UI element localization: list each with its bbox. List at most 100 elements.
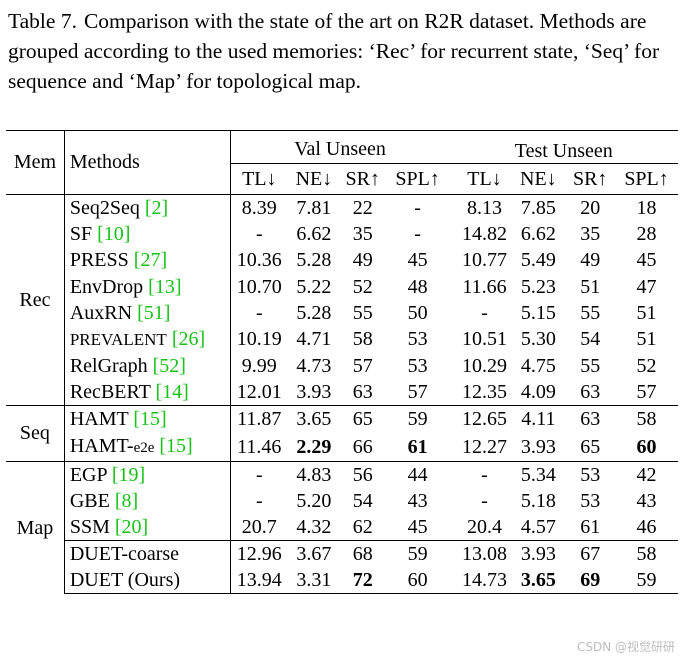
citation-link[interactable]: [27] [133,249,168,272]
citation-link[interactable]: [26] [171,327,206,350]
table-row: PRESS [27] 10.36 5.28 49 45 10.77 5.49 49 45 [6,247,678,274]
results-table: Mem Methods Val Unseen Test Unseen TL↓ N… [6,130,678,595]
metric-value: 54 [352,489,373,512]
method-name: EGP [19] [64,460,231,488]
metric-value: - [449,460,512,488]
citation-link[interactable]: [51] [137,301,171,324]
metric-value: 10.70 [236,275,282,298]
table-row: RelGraph [52] 9.99 4.73 57 53 10.29 4.75 55 52 [6,352,678,380]
table-row: HAMT-e2e [15] 11.46 2.29 66 61 12.27 3.93 65 60 [6,432,678,461]
table-row: RecBERT [14] 12.01 3.93 63 57 12.35 4.09 63 57 [6,379,678,406]
metric-value: 4.57 [520,515,556,538]
metric-value: 67 [565,540,616,568]
metric-value: 51 [636,328,657,351]
metric-value: 20.4 [466,515,502,538]
citation-link[interactable]: [13] [148,275,182,298]
metric-value: 9.99 [241,355,277,378]
citation-link[interactable]: [15] [133,408,167,431]
metric-value: 55 [580,301,601,324]
metric-value: 12.01 [236,381,282,404]
method-name: HAMT-e2e [15] [64,432,231,461]
metric-value: 10.36 [236,249,282,272]
metric-value: 66 [352,435,373,458]
metric-value: 52 [352,275,373,298]
metric-value: - [481,301,488,324]
metric-value: 3.65 [287,405,340,433]
metric-value: 45 [636,249,657,272]
citation-link[interactable]: [52] [152,355,186,378]
metric-value: 61 [580,515,601,538]
header-test-unseen: Test Unseen [449,130,678,164]
citation-link[interactable]: [15] [159,434,193,457]
metric-value: 8.39 [230,194,288,222]
metric-value: 10.19 [236,328,282,351]
metric-value: 4.75 [520,355,556,378]
metric-value: 51 [580,275,601,298]
metric-value: 51 [636,301,657,324]
metric-value: 48 [407,275,428,298]
header-metric: NE↓ [287,163,340,195]
metric-value: 53 [407,328,428,351]
citation-link[interactable]: [8] [114,489,139,512]
metric-value: 57 [407,381,428,404]
header-metric: TL↓ [230,163,288,195]
metric-value: 53 [565,460,616,488]
metric-value: 62 [352,515,373,538]
metric-value: 60 [636,435,657,458]
metric-value: 4.83 [287,460,340,488]
metric-value: 4.73 [296,355,332,378]
metric-value: 22 [339,194,386,222]
header-metric: SPL↑ [615,163,678,195]
citation-link[interactable]: [10] [97,223,131,246]
method-name: GBE [8] [64,487,231,514]
metric-value: 3.93 [511,540,566,568]
mem-group-label: Seq [6,405,65,461]
metric-value: 13.94 [230,567,288,595]
method-name: RecBERT [14] [64,379,231,406]
metric-value: 46 [636,515,657,538]
citation-link[interactable]: [2] [144,197,169,220]
metric-value: 65 [580,435,601,458]
metric-value: 72 [339,567,386,595]
metric-value: 12.35 [461,381,507,404]
metric-value: 7.81 [287,194,340,222]
metric-value: 5.28 [296,301,332,324]
header-metric: SR↑ [339,163,386,195]
table-row: SF [10] - 6.62 35 - 14.82 6.62 35 28 [6,221,678,248]
metric-value: 20.7 [241,515,277,538]
metric-value: - [481,489,488,512]
table-row: SSM [20] 20.7 4.32 62 45 20.4 4.57 61 46 [6,513,678,541]
metric-value: 49 [580,249,601,272]
metric-value: 6.62 [520,223,556,246]
metric-value: 53 [407,355,428,378]
metric-value: 14.73 [449,567,512,595]
metric-value: 35 [352,223,373,246]
caption-text: Comparison with the state of the art on … [8,9,660,93]
metric-value: 4.09 [520,381,556,404]
metric-value: 5.34 [511,460,566,488]
citation-link[interactable]: [19] [111,463,146,486]
metric-value: 5.18 [520,489,556,512]
metric-value: 58 [615,540,678,568]
metric-value: 3.93 [296,381,332,404]
metric-value: 12.65 [449,405,512,433]
metric-value: 49 [352,249,373,272]
metric-value: 50 [407,301,428,324]
metric-value: 10.77 [461,249,507,272]
citation-link[interactable]: [14] [155,381,189,404]
table-row: DUET (Ours) 13.94 3.31 72 60 14.73 3.65 69 59 [6,567,678,595]
metric-value: 56 [339,460,386,488]
citation-link[interactable]: [20] [114,515,149,538]
metric-value: 53 [580,489,601,512]
table-caption: Table 7. Comparison with the state of the… [8,6,680,96]
table-row: AuxRN [51] - 5.28 55 50 - 5.15 55 51 [6,299,678,326]
caption-label: Table 7. [8,9,77,33]
metric-value: 5.28 [296,249,332,272]
table-row: EnvDrop [13] 10.70 5.22 52 48 11.66 5.23 51 47 [6,273,678,300]
metric-value: 59 [385,405,450,433]
metric-value: 4.71 [296,328,332,351]
metric-value: - [414,223,421,246]
table-row: DUET-coarse 12.96 3.67 68 59 13.08 3.93 67 58 [6,540,678,568]
metric-value: 57 [636,381,657,404]
metric-value: 58 [615,405,678,433]
